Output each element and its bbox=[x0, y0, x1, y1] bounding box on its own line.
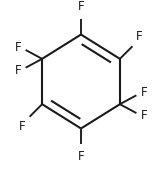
Text: F: F bbox=[141, 109, 148, 122]
Text: F: F bbox=[14, 41, 21, 54]
Text: F: F bbox=[19, 120, 26, 133]
Text: F: F bbox=[136, 30, 143, 43]
Text: F: F bbox=[141, 86, 148, 99]
Text: F: F bbox=[78, 150, 84, 163]
Text: F: F bbox=[14, 64, 21, 77]
Text: F: F bbox=[78, 1, 84, 14]
